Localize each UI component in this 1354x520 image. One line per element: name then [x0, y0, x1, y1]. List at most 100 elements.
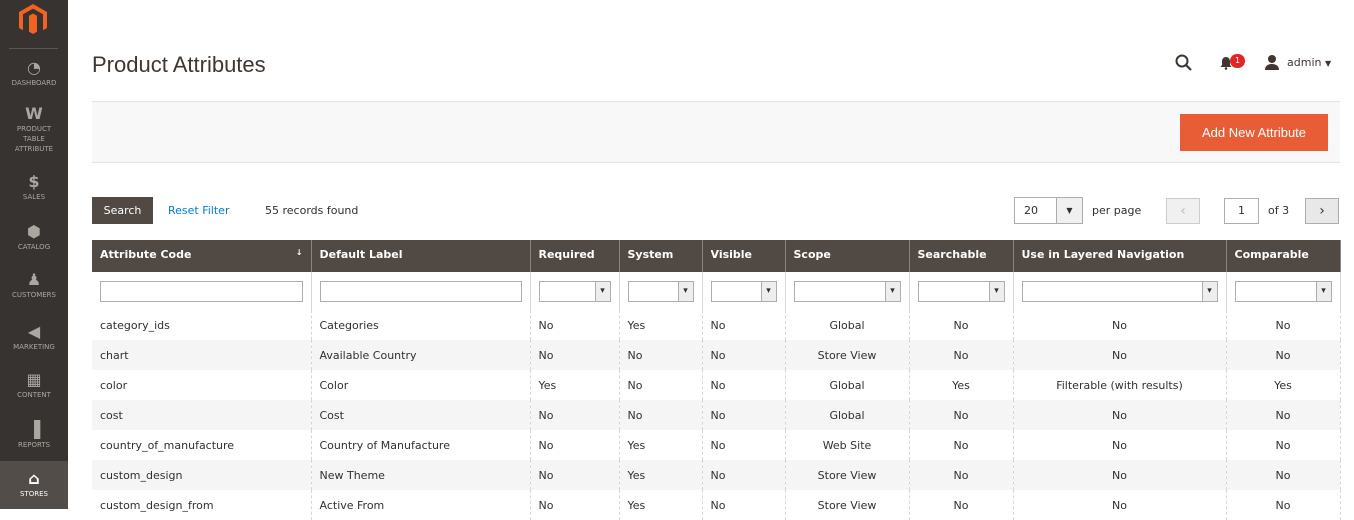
sidebar-item-label: REPORTS	[17, 441, 51, 449]
sort-arrow-icon: ↓	[295, 248, 303, 257]
table-row[interactable]: category_ids Categories No Yes No Global No No N…	[92, 310, 1341, 340]
table-cell: No	[909, 340, 1014, 370]
table-row[interactable]: chart Available Country No No No Store View No…	[92, 340, 1341, 370]
layout-icon: ▦	[26, 370, 42, 389]
dashboard-icon: ◔	[27, 58, 41, 77]
sidebar-item-stores[interactable]: ⌂ STORES	[0, 461, 68, 509]
column-header[interactable]: Required	[530, 240, 620, 272]
filter-select[interactable]	[627, 280, 694, 302]
magento-logo[interactable]	[19, 4, 47, 36]
megaphone-icon: ◀	[27, 322, 41, 341]
table-cell: Store View	[785, 490, 910, 520]
column-header[interactable]: Visible	[702, 240, 786, 272]
table-cell: Cost	[311, 400, 531, 430]
table-cell: No	[1013, 310, 1227, 340]
reset-filter-link[interactable]: Reset Filter	[168, 204, 230, 217]
sidebar-item-label: PRODUCT TABLE ATTRIBUTE	[14, 125, 54, 153]
sidebar-item-label: CONTENT	[17, 391, 51, 399]
table-cell: No	[1226, 310, 1341, 340]
sidebar-item-product-table-attribute[interactable]: W PRODUCT TABLE ATTRIBUTE	[0, 102, 68, 166]
sidebar-item-sales[interactable]: $ SALES	[0, 170, 68, 214]
bar-chart-icon: ▐	[27, 420, 41, 439]
filter-select[interactable]	[1234, 280, 1332, 302]
column-header[interactable]: Comparable	[1226, 240, 1341, 272]
user-icon	[1265, 55, 1279, 70]
table-cell: category_ids	[92, 310, 312, 340]
column-header[interactable]: Searchable	[909, 240, 1014, 272]
column-header-label: Required	[538, 248, 595, 261]
filter-cell	[909, 272, 1014, 310]
table-cell: Color	[311, 370, 531, 400]
sidebar-item-marketing[interactable]: ◀ MARKETING	[0, 320, 68, 364]
table-row[interactable]: custom_design_from Active From No Yes No Stor…	[92, 490, 1341, 520]
page-input[interactable]: 1	[1224, 198, 1259, 224]
box-icon: ⬢	[27, 222, 41, 241]
sidebar-item-reports[interactable]: ▐ REPORTS	[0, 418, 68, 460]
column-header[interactable]: Default Label	[311, 240, 531, 272]
column-header-label: Visible	[710, 248, 753, 261]
table-cell: No	[530, 430, 620, 460]
prev-page-button[interactable]: ‹	[1166, 198, 1200, 224]
table-row[interactable]: color Color Yes No No Global Yes Filterable (wi…	[92, 370, 1341, 400]
sidebar-item-dashboard[interactable]: ◔ DASHBOARD	[0, 56, 68, 100]
chevron-down-icon: ▼	[1056, 198, 1082, 223]
attributes-grid: ↓ Attribute Code Default Label Required Syst…	[92, 240, 1341, 520]
table-cell: country_of_manufacture	[92, 430, 312, 460]
filter-select[interactable]	[710, 280, 777, 302]
column-header-label: Comparable	[1234, 248, 1309, 261]
admin-menu[interactable]: admin ▼	[1287, 56, 1331, 69]
column-header[interactable]: System	[619, 240, 703, 272]
table-cell: Global	[785, 370, 910, 400]
column-header-label: Use in Layered Navigation	[1021, 248, 1185, 261]
divider	[9, 48, 58, 49]
column-header-label: Searchable	[917, 248, 987, 261]
filter-cell	[92, 272, 312, 310]
add-new-attribute-button[interactable]: Add New Attribute	[1180, 114, 1328, 151]
search-icon[interactable]	[1175, 54, 1193, 72]
store-icon: ⌂	[28, 469, 40, 488]
table-cell: No	[1013, 430, 1227, 460]
table-row[interactable]: custom_design New Theme No Yes No Store View N…	[92, 460, 1341, 490]
sidebar-item-customers[interactable]: ♟ CUSTOMERS	[0, 268, 68, 316]
filter-input[interactable]	[100, 280, 303, 302]
search-button[interactable]: Search	[92, 197, 153, 224]
filter-select[interactable]	[917, 280, 1005, 302]
filter-select[interactable]	[1021, 280, 1218, 302]
table-cell: New Theme	[311, 460, 531, 490]
column-header[interactable]: Use in Layered Navigation	[1013, 240, 1227, 272]
table-cell: No	[1013, 460, 1227, 490]
dollar-icon: $	[28, 172, 40, 191]
table-cell: Yes	[909, 370, 1014, 400]
table-cell: Filterable (with results)	[1013, 370, 1227, 400]
next-page-button[interactable]: ›	[1305, 198, 1339, 224]
sidebar-item-catalog[interactable]: ⬢ CATALOG	[0, 220, 68, 264]
filter-input[interactable]	[319, 280, 522, 302]
table-cell: custom_design_from	[92, 490, 312, 520]
table-cell: Yes	[619, 310, 703, 340]
filter-select[interactable]	[538, 280, 611, 302]
bell-icon[interactable]	[1219, 56, 1233, 70]
table-cell: No	[530, 340, 620, 370]
table-row[interactable]: country_of_manufacture Country of Manufac…	[92, 430, 1341, 460]
table-cell: Yes	[619, 490, 703, 520]
table-cell: No	[702, 490, 786, 520]
table-cell: No	[702, 370, 786, 400]
person-icon: ♟	[26, 270, 42, 289]
sidebar-item-content[interactable]: ▦ CONTENT	[0, 368, 68, 414]
table-cell: No	[702, 310, 786, 340]
table-cell: No	[909, 400, 1014, 430]
per-page-select[interactable]: 20 ▼	[1014, 197, 1083, 224]
table-cell: No	[619, 340, 703, 370]
column-header-label: Scope	[793, 248, 831, 261]
table-cell: No	[1226, 340, 1341, 370]
filter-select[interactable]	[793, 280, 901, 302]
table-cell: Yes	[530, 370, 620, 400]
column-header[interactable]: ↓ Attribute Code	[92, 240, 312, 272]
table-cell: No	[619, 370, 703, 400]
column-header-label: Attribute Code	[100, 248, 192, 261]
table-row[interactable]: cost Cost No No No Global No No No	[92, 400, 1341, 430]
per-page-label: per page	[1092, 204, 1142, 217]
column-header[interactable]: Scope	[785, 240, 910, 272]
column-header-label: System	[627, 248, 674, 261]
table-cell: No	[1013, 400, 1227, 430]
